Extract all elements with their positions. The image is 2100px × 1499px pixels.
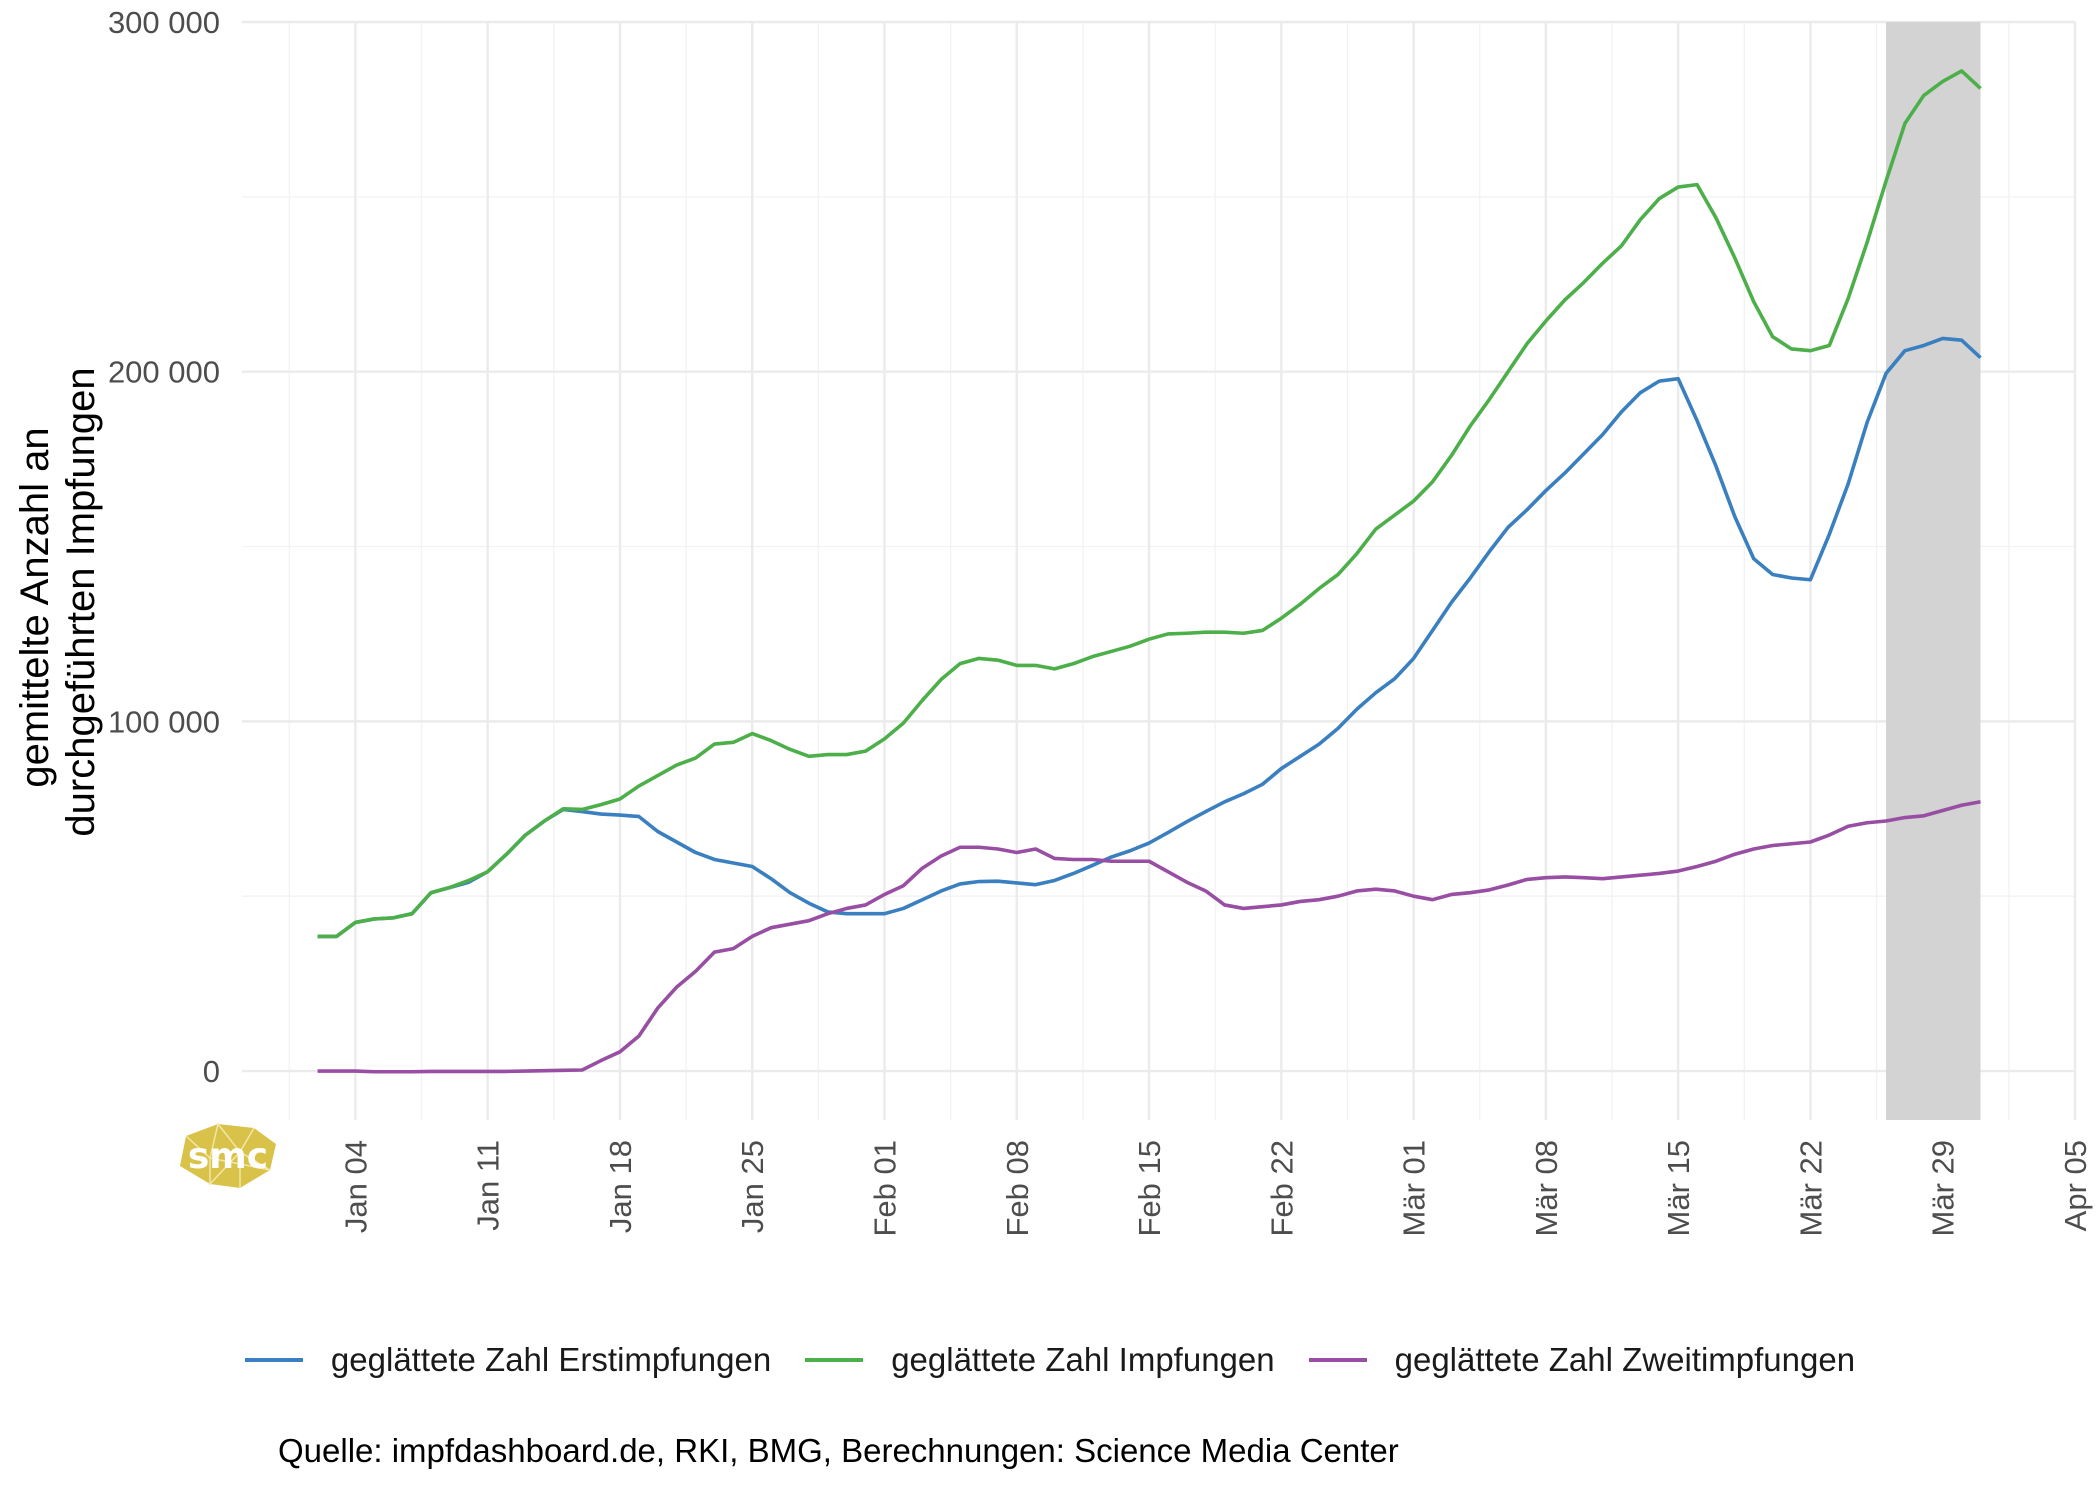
legend-item-2: geglättete Zahl Impfungen — [805, 1341, 1275, 1379]
y-tick-label: 0 — [203, 1054, 220, 1089]
x-tick-label: Feb 15 — [1132, 1140, 1167, 1237]
smc-logo: smc — [180, 1122, 276, 1188]
legend-swatch — [244, 1358, 303, 1362]
smc-logo-shape — [180, 1124, 276, 1188]
series-line-2 — [317, 69, 1982, 939]
x-tick-label: Jan 11 — [471, 1140, 506, 1231]
y-tick-label: 200 000 — [108, 355, 220, 390]
legend-swatch — [1308, 1358, 1367, 1362]
highlight-band — [1886, 22, 1981, 1120]
x-tick-label: Mär 29 — [1926, 1140, 1961, 1236]
smc-logo-text: smc — [188, 1136, 268, 1177]
legend-item-3: geglättete Zahl Zweitimpfungen — [1308, 1341, 1856, 1379]
x-tick-label: Jan 25 — [735, 1140, 770, 1233]
x-tick-label: Feb 01 — [867, 1140, 902, 1237]
legend-label: geglättete Zahl Zweitimpfungen — [1394, 1341, 1856, 1378]
legend-swatch — [805, 1358, 864, 1362]
y-axis-label-line-1: gemittelte Anzahl an — [13, 427, 57, 787]
x-tick-label: Apr 05 — [2058, 1140, 2093, 1231]
series-line-3 — [317, 800, 1981, 1074]
y-axis-label-line-2: durchgeführten Impfungen — [59, 367, 103, 836]
x-tick-label: Mär 01 — [1397, 1140, 1432, 1236]
y-axis-label: gemittelte Anzahl an durchgeführten Impf… — [13, 367, 103, 836]
x-tick-label: Mär 22 — [1793, 1140, 1828, 1236]
x-tick-label: Mär 08 — [1529, 1140, 1564, 1236]
x-tick-label: Feb 22 — [1264, 1140, 1299, 1237]
legend: geglättete Zahl Erstimpfungen geglättete … — [0, 1330, 2100, 1390]
x-tick-label: Mär 15 — [1661, 1140, 1696, 1236]
series-line-1 — [317, 336, 1982, 939]
legend-label: geglättete Zahl Impfungen — [891, 1341, 1275, 1378]
source-caption: Quelle: impfdashboard.de, RKI, BMG, Bere… — [278, 1432, 1399, 1469]
x-tick-label: Jan 18 — [603, 1140, 638, 1233]
y-tick-label: 300 000 — [108, 5, 220, 40]
smc-logo-facets — [185, 1122, 271, 1188]
x-tick-label: Jan 04 — [338, 1140, 373, 1233]
major-gridlines — [242, 20, 2077, 1120]
legend-label: geglättete Zahl Erstimpfungen — [330, 1341, 772, 1378]
x-tick-labels: Jan 04 Jan 11 Jan 18 Jan 25 Feb 01 Feb 08 Feb … — [338, 1140, 2093, 1237]
series-lines — [317, 69, 1982, 1074]
minor-gridlines — [242, 22, 2075, 1120]
x-tick-label: Feb 08 — [1000, 1140, 1035, 1237]
y-tick-labels: 0 100 000 200 000 300 000 — [108, 5, 220, 1089]
y-tick-label: 100 000 — [108, 704, 220, 739]
legend-item-1: geglättete Zahl Erstimpfungen — [244, 1341, 772, 1379]
